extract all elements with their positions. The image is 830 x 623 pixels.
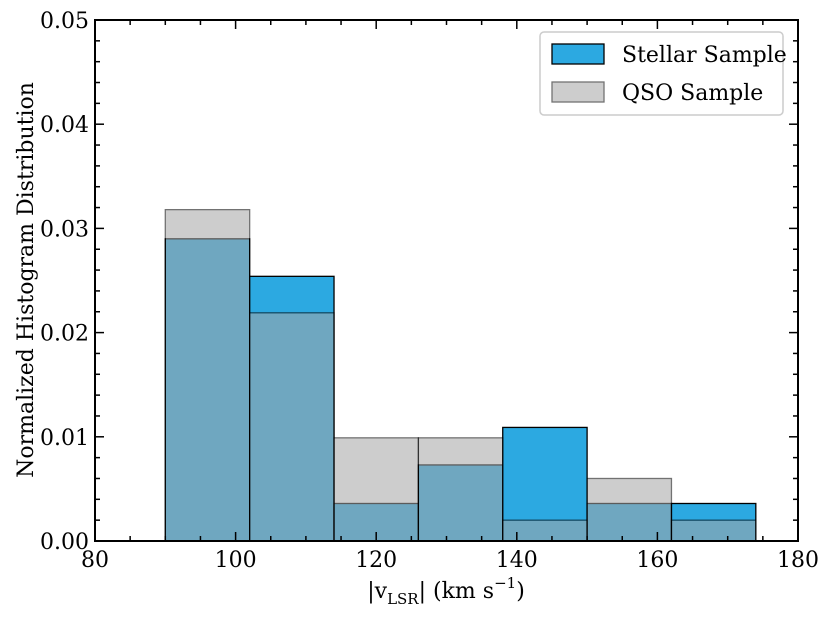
- legend-label-qso: QSO Sample: [622, 81, 763, 106]
- bar-qso-1: [249, 312, 335, 542]
- legend-swatch-stellar: [551, 43, 605, 65]
- bar-qso-5: [586, 477, 673, 542]
- y-axis-label: Normalized Histogram Distribution: [14, 82, 39, 478]
- x-axis-label: |vLSR| (km s−1): [367, 574, 525, 608]
- x-tick-label: 180: [777, 548, 819, 573]
- plot-frame: [94, 19, 799, 542]
- legend: Stellar Sample QSO Sample: [539, 31, 787, 116]
- y-tick-label: 0.01: [40, 426, 89, 451]
- qso-sample-bars: [164, 208, 757, 542]
- y-tick-label: 0.04: [40, 113, 89, 138]
- y-tick-labels: 0.00 0.01 0.02 0.03 0.04 0.05: [40, 9, 89, 555]
- legend-swatch-qso: [551, 81, 605, 103]
- y-tick-label: 0.05: [40, 9, 89, 34]
- x-tick-labels: 80 100 120 140 160 180: [81, 548, 819, 573]
- y-tick-label: 0.03: [40, 217, 89, 242]
- bar-qso-2: [333, 437, 420, 542]
- x-tick-label: 80: [81, 548, 109, 573]
- x-tick-label: 140: [496, 548, 538, 573]
- x-tick-label: 160: [636, 548, 678, 573]
- x-tick-label: 120: [355, 548, 397, 573]
- y-tick-label: 0.02: [40, 322, 89, 347]
- bar-qso-6: [670, 519, 757, 542]
- bar-qso-4: [502, 519, 588, 542]
- y-tick-label: 0.00: [40, 530, 89, 555]
- bar-qso-3: [417, 437, 504, 542]
- legend-label-stellar: Stellar Sample: [622, 43, 787, 68]
- bar-qso-0: [164, 208, 251, 542]
- x-tick-label: 100: [215, 548, 257, 573]
